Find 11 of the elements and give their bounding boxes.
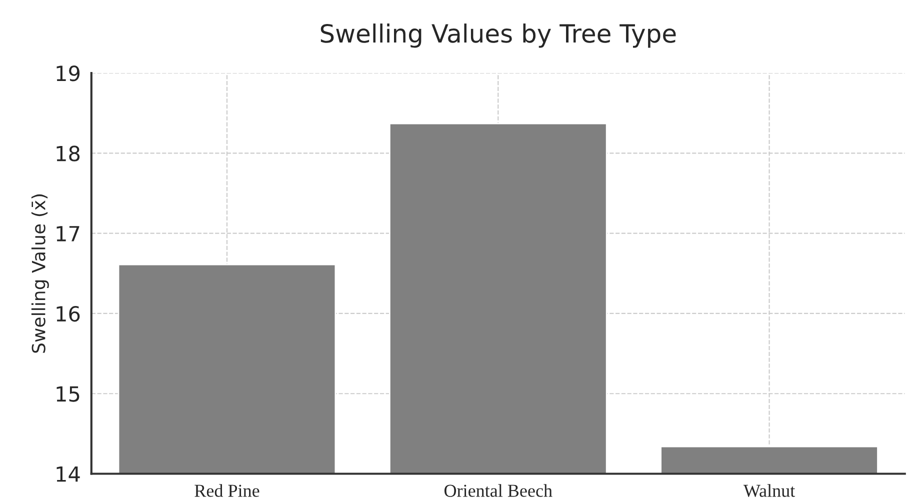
chart-title: Swelling Values by Tree Type [320, 24, 676, 48]
x-tick-label: Walnut [743, 484, 796, 497]
y-tick-label: 16 [56, 306, 80, 322]
x-tick-label: Red Pine [194, 484, 260, 497]
y-tick-label: 14 [56, 466, 80, 482]
y-axis-title: Swelling Value (x̄) [31, 194, 49, 353]
y-tick-label: 17 [56, 226, 80, 242]
y-tick-label: 15 [56, 386, 80, 402]
y-tick-label: 19 [56, 66, 80, 82]
y-tick-label: 18 [56, 146, 80, 162]
x-tick-label: Oriental Beech [444, 484, 552, 497]
